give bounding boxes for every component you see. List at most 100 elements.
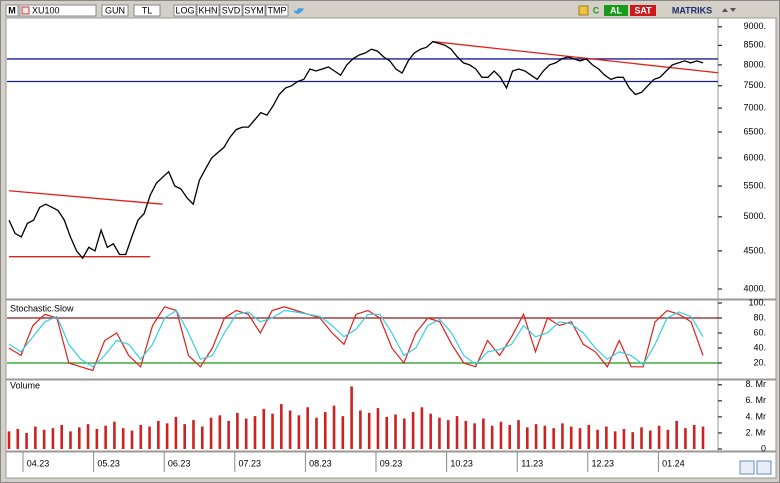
series-line [8,40,704,260]
volume-bar [95,428,99,449]
zoom-button[interactable] [756,460,772,475]
volume-bar [640,427,643,449]
volume-bar [587,424,591,449]
c-button[interactable]: C [593,5,600,15]
y-tick-label: 5000. [743,211,766,221]
volume-bar [174,416,178,449]
volume-bar [411,412,415,449]
y-tick-label: 100. [748,297,766,307]
toolbar-button-box[interactable] [242,4,266,17]
volume-bar [139,424,143,449]
y-tick-label: 2. Mr [745,427,766,437]
y-tick-label: 40. [753,342,766,352]
twitter-icon[interactable] [294,8,304,14]
volume-bar [209,417,213,449]
volume-bar [394,414,397,449]
volume-bar [490,425,494,449]
logo-box[interactable] [5,4,19,17]
volume-bar [113,421,116,449]
volume-bar [420,407,424,449]
volume-bar [148,426,151,449]
volume-bar [526,427,529,449]
volume-bar [192,420,195,449]
toolbar-button[interactable]: GUN [105,5,125,15]
scroll-arrows[interactable] [722,8,736,12]
volume-bar [666,429,670,449]
buy-button[interactable]: AL [610,5,622,15]
y-tick-label: 7000. [743,102,766,112]
series-line [8,309,704,368]
volume-bar [648,430,652,449]
toolbar: M XU100 C AL SAT MATRIKS [5,4,736,17]
volume-bar [455,416,459,449]
volume-bar [552,428,555,449]
toolbar-button-box[interactable] [173,4,197,17]
x-tick-label: 08.23 [309,458,332,468]
volume-bar [482,418,485,449]
y-tick-label: 6. Mr [745,395,766,405]
volume-bar [183,424,186,449]
volume-bar [403,418,406,449]
toolbar-button-box[interactable] [265,4,289,17]
toolbar-button-box[interactable] [133,4,161,17]
sell-button[interactable]: SAT [634,5,652,15]
y-tick-label: 9000. [743,21,766,31]
trend-line [8,190,163,205]
x-tick-label: 09.23 [380,458,403,468]
volume-bar [508,424,512,449]
volume-bar [569,426,573,449]
volume-bar [376,408,380,449]
toolbar-button[interactable]: SVD [222,5,241,15]
volume-bar [121,428,125,449]
volume-bar [359,410,362,449]
volume-bar [218,415,222,449]
volume-bar [385,416,389,449]
toolbar-button[interactable]: TMP [268,5,287,15]
symbol-box[interactable] [19,4,97,17]
panel-plot [7,306,718,372]
volume-bar [684,428,687,449]
trend-line [432,40,718,74]
volume-bar [473,423,476,449]
y-tick-label: 60. [753,327,766,337]
panel-plot [7,386,705,449]
volume-bar [605,426,608,449]
refresh-button[interactable] [739,460,755,475]
volume-bar [297,415,301,449]
volume-bar [262,408,266,449]
buy-box[interactable] [604,5,628,16]
y-tick-label: 5500. [743,180,766,190]
volume-bar [675,420,678,449]
volume-bar [367,412,371,449]
x-tick-label: 10.23 [450,458,473,468]
tool-icon[interactable] [578,5,589,16]
series-line [8,306,704,372]
volume-bar [86,424,90,449]
y-tick-label: 4000. [743,283,766,293]
volume-bar [306,407,309,449]
logo[interactable]: M [8,5,16,15]
volume-bar [657,425,661,449]
toolbar-button-box[interactable] [101,4,129,17]
volume-bar [236,412,239,449]
volume-bar [499,421,503,449]
toolbar-button[interactable]: TL [142,5,153,15]
toolbar-button[interactable]: SYM [244,5,264,15]
toolbar-button-box[interactable] [219,4,243,17]
volume-bar [200,426,204,449]
toolbar-button[interactable]: KHN [198,5,217,15]
y-tick-label: 7500. [743,80,766,90]
volume-bar [701,426,705,449]
volume-bar [104,425,107,449]
volume-panel [5,379,777,452]
panel-title: Volume [10,380,40,390]
toolbar-button-box[interactable] [196,4,220,17]
y-tick-label: 20. [753,357,766,367]
toolbar-button[interactable]: LOG [175,5,194,15]
volume-bar [77,427,81,449]
sell-box[interactable] [630,5,656,16]
x-tick-label: 11.23 [521,458,543,468]
volume-bar [69,431,72,449]
x-tick-label: 01.24 [662,458,685,468]
symbol[interactable]: XU100 [32,5,60,15]
